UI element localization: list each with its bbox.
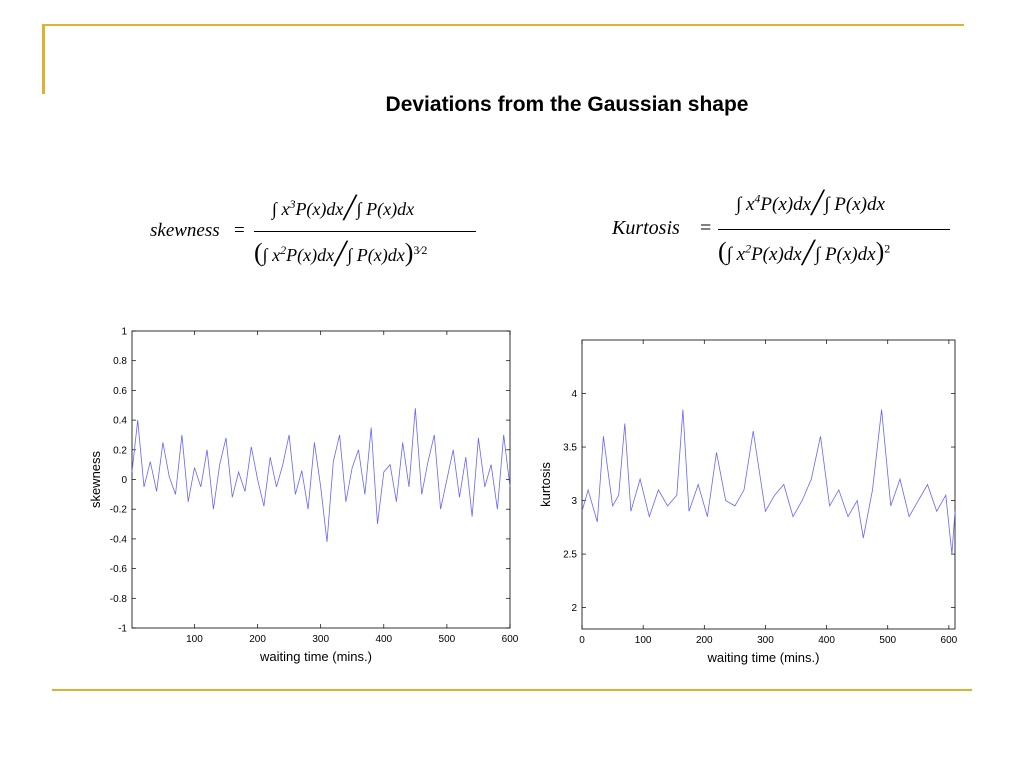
skewness-ytick-label: 0	[121, 475, 127, 486]
skewness-ytick-label: 0.8	[113, 356, 127, 367]
kurtosis-xtick-label: 500	[879, 635, 896, 646]
skewness-denominator: (∫ x2P(x)dx╱∫ P(x)dx)3⁄2	[254, 238, 428, 267]
kurtosis-numerator: ∫ x4P(x)dx╱∫ P(x)dx	[736, 190, 885, 215]
kurtosis-plot-frame	[581, 339, 956, 630]
equals-sign: =	[234, 220, 245, 241]
equals-sign: =	[700, 217, 712, 239]
kurtosis-xtick-label: 600	[941, 635, 958, 646]
kurtosis-ylabel: kurtosis	[538, 462, 553, 507]
skewness-xlabel: waiting time (mins.)	[259, 649, 372, 664]
kurtosis-xtick-label: 300	[757, 635, 774, 646]
skewness-fraction-bar	[254, 231, 476, 232]
kurtosis-series-line	[581, 409, 956, 555]
skewness-ytick-label: -0.8	[110, 594, 128, 605]
skewness-ytick-label: 0.2	[113, 445, 127, 456]
kurtosis-fraction-bar	[718, 229, 950, 230]
skewness-numerator: ∫ x3P(x)dx╱∫ P(x)dx	[272, 195, 415, 220]
skewness-ytick-label: 0.6	[113, 386, 127, 397]
kurtosis-xtick-label: 400	[818, 635, 835, 646]
skewness-series-line	[131, 408, 511, 542]
kurtosis-denominator: (∫ x2P(x)dx╱∫ P(x)dx)2	[718, 237, 891, 266]
kurtosis-xlabel: waiting time (mins.)	[707, 650, 820, 665]
kurtosis-chart: 4 3.5 3 2.5 2 0 100 200 300 400 500 600 waiting time…	[538, 339, 958, 665]
kurtosis-formula: Kurtosis = ∫ x4P(x)dx╱∫ P(x)dx (∫ x2P(x)…	[612, 185, 972, 280]
skewness-plot-frame	[131, 330, 511, 629]
slide-title: Deviations from the Gaussian shape	[385, 93, 749, 116]
kurtosis-ytick-label: 3	[571, 496, 577, 507]
skewness-ytick-label: -1	[118, 624, 127, 635]
kurtosis-ytick-label: 3.5	[563, 443, 577, 454]
skewness-chart: 1 0.8 0.6 0.4 0.2 0 -0.2 -0.4 -0.6 -0.8 -1 100 200 30…	[88, 327, 519, 665]
kurtosis-xtick-label: 0	[579, 635, 585, 646]
skewness-xtick-label: 600	[502, 634, 519, 645]
kurtosis-ytick-label: 2.5	[563, 550, 577, 561]
skewness-xtick-label: 400	[375, 634, 392, 645]
top-accent-line	[42, 24, 964, 26]
skewness-xtick-label: 500	[439, 634, 456, 645]
skewness-xtick-label: 100	[186, 634, 203, 645]
kurtosis-xtick-label: 200	[696, 635, 713, 646]
left-accent-bar	[42, 24, 45, 94]
kurtosis-formula-label: Kurtosis	[612, 217, 680, 239]
skewness-xtick-label: 200	[249, 634, 266, 645]
skewness-formula: skewness = ∫ x3P(x)dx╱∫ P(x)dx (∫ x2P(x)…	[150, 190, 490, 280]
skewness-ytick-label: -0.2	[110, 505, 128, 516]
kurtosis-ytick-label: 2	[571, 603, 577, 614]
skewness-ytick-label: 0.4	[113, 416, 127, 427]
kurtosis-ytick-label: 4	[571, 389, 577, 400]
skewness-ytick-label: -0.6	[110, 564, 128, 575]
skewness-ylabel: skewness	[88, 450, 103, 508]
skewness-xtick-label: 300	[312, 634, 329, 645]
skewness-ytick-label: -0.4	[110, 534, 128, 545]
kurtosis-xtick-label: 100	[635, 635, 652, 646]
bottom-accent-line	[52, 689, 972, 691]
skewness-ytick-label: 1	[121, 327, 127, 338]
skewness-formula-label: skewness	[150, 220, 220, 241]
